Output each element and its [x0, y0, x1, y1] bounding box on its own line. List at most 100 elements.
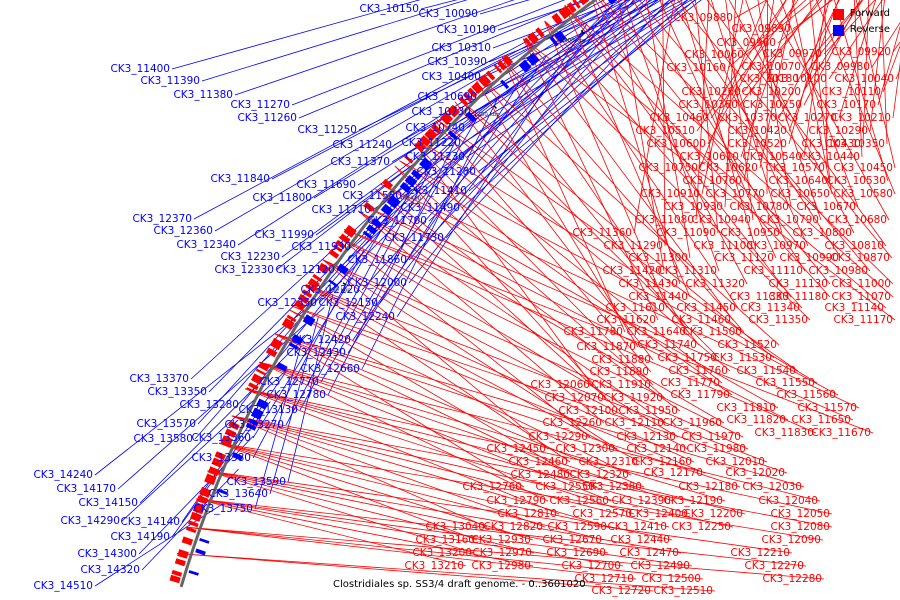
- forward-gene: [467, 87, 478, 98]
- forward-callout-line: [291, 305, 706, 474]
- reverse-gene-label: CK3_11710: [311, 204, 371, 216]
- forward-gene-label: CK3_10810: [824, 240, 884, 252]
- forward-gene: [419, 135, 431, 147]
- forward-callout-line: [676, 0, 893, 259]
- forward-gene: [566, 2, 577, 13]
- forward-gene-label: CK3_12970: [472, 547, 532, 559]
- forward-callout-line: [357, 210, 605, 424]
- forward-gene-label: CK3_10780: [729, 201, 789, 213]
- forward-callout-line: [564, 5, 691, 298]
- reverse-gene-label: CK3_11380: [173, 89, 233, 101]
- forward-gene-label: CK3_10580: [833, 188, 893, 200]
- forward-gene-label: CK3_10670: [796, 201, 856, 213]
- forward-gene: [220, 435, 233, 448]
- forward-gene-label: CK3_11420: [602, 265, 662, 277]
- reverse-gene: [288, 342, 299, 350]
- forward-callout-line: [275, 333, 598, 488]
- forward-gene-label: CK3_10440: [800, 151, 860, 163]
- forward-gene-label: CK3_12300: [555, 443, 615, 455]
- reverse-gene-label: CK3_10400: [421, 71, 481, 83]
- reverse-gene-label: CK3_11840: [210, 173, 270, 185]
- forward-gene-label: CK3_12020: [725, 467, 785, 479]
- forward-callout-line: [176, 553, 716, 592]
- forward-callout-line: [231, 415, 610, 528]
- forward-callout-line: [595, 0, 748, 285]
- reverse-gene-label: CK3_12000: [347, 277, 407, 289]
- forward-callout-line: [662, 0, 666, 247]
- reverse-gene-label: CK3_12340: [176, 239, 236, 251]
- forward-gene: [493, 64, 503, 74]
- reverse-gene-label: CK3_13270: [224, 419, 284, 431]
- forward-callout-line: [207, 470, 609, 554]
- forward-gene-label: CK3_11170: [833, 314, 893, 326]
- forward-callout-line: [196, 498, 534, 567]
- forward-callout-line: [245, 388, 635, 515]
- reverse-gene-label: CK3_11700: [367, 215, 427, 227]
- reverse-callout-line: [478, 0, 676, 98]
- forward-callout-line: [457, 97, 720, 359]
- forward-gene-label: CK3_11120: [714, 252, 774, 264]
- reverse-gene-label: CK3_11730: [384, 232, 444, 244]
- reverse-gene-label: CK3_11400: [110, 63, 170, 75]
- forward-gene-label: CK3_11640: [626, 326, 686, 338]
- forward-gene: [535, 27, 545, 38]
- forward-gene-label: CK3_10350: [825, 138, 885, 150]
- forward-gene-track: [169, 0, 589, 584]
- forward-gene-label: CK3_11770: [660, 377, 720, 389]
- reverse-gene: [362, 230, 373, 240]
- forward-callout-line: [207, 470, 475, 554]
- forward-callout-line: [344, 229, 817, 434]
- forward-gene: [502, 54, 514, 66]
- forward-gene: [363, 201, 375, 212]
- reverse-gene-label: CK3_11240: [332, 139, 392, 151]
- forward-gene: [196, 495, 209, 505]
- reverse-gene: [410, 169, 422, 180]
- forward-gene: [270, 337, 283, 351]
- reverse-gene-label: CK3_10690: [417, 91, 477, 103]
- reverse-gene: [195, 548, 206, 556]
- reverse-callout-line: [361, 99, 498, 370]
- forward-gene: [301, 289, 313, 298]
- forward-gene-label: CK3_11970: [681, 431, 741, 443]
- forward-gene-label: CK3_12390: [611, 495, 671, 507]
- forward-callout-line: [362, 205, 789, 421]
- reverse-callout-line: [492, 0, 623, 49]
- forward-gene-label: CK3_11360: [572, 227, 632, 239]
- forward-callout-line: [728, 0, 855, 234]
- forward-gene: [294, 300, 306, 311]
- forward-gene-label: CK3_12040: [758, 495, 818, 507]
- forward-callout-line: [394, 165, 607, 399]
- forward-callout-line: [185, 526, 704, 580]
- forward-gene-label: CK3_09980: [810, 61, 870, 73]
- forward-gene-label: CK3_12070: [544, 392, 604, 404]
- forward-gene: [211, 457, 224, 468]
- forward-gene-label: CK3_11550: [755, 377, 815, 389]
- forward-gene-label: CK3_12250: [671, 521, 731, 533]
- forward-gene-label: CK3_12980: [471, 560, 531, 572]
- reverse-gene-label: CK3_13570: [136, 418, 196, 430]
- reverse-callout-line: [291, 0, 566, 106]
- forward-callout-line: [745, 0, 822, 221]
- forward-gene: [527, 32, 540, 45]
- reverse-gene: [386, 195, 401, 209]
- forward-callout-line: [788, 0, 839, 132]
- reverse-gene-label: CK3_14140: [120, 516, 180, 528]
- forward-callout-line: [544, 20, 668, 309]
- tick-mark: [342, 282, 347, 286]
- forward-gene-label: CK3_12280: [762, 573, 822, 585]
- reverse-gene-label: CK3_14290: [60, 515, 120, 527]
- forward-callout-line: [791, 0, 833, 195]
- forward-gene-label: CK3_11950: [618, 405, 678, 417]
- reverse-callout-line: [197, 189, 413, 425]
- forward-gene-label: CK3_11180: [768, 291, 828, 303]
- forward-gene-label: CK3_10990: [779, 252, 839, 264]
- forward-gene-label: CK3_12200: [683, 508, 743, 520]
- forward-gene-label: CK3_10970: [746, 240, 806, 252]
- forward-callout-line: [196, 498, 807, 567]
- forward-gene-label: CK3_10570: [765, 162, 825, 174]
- forward-gene: [478, 74, 492, 88]
- reverse-gene-label: CK3_13380: [191, 452, 251, 464]
- forward-gene-label: CK3_12190: [663, 495, 723, 507]
